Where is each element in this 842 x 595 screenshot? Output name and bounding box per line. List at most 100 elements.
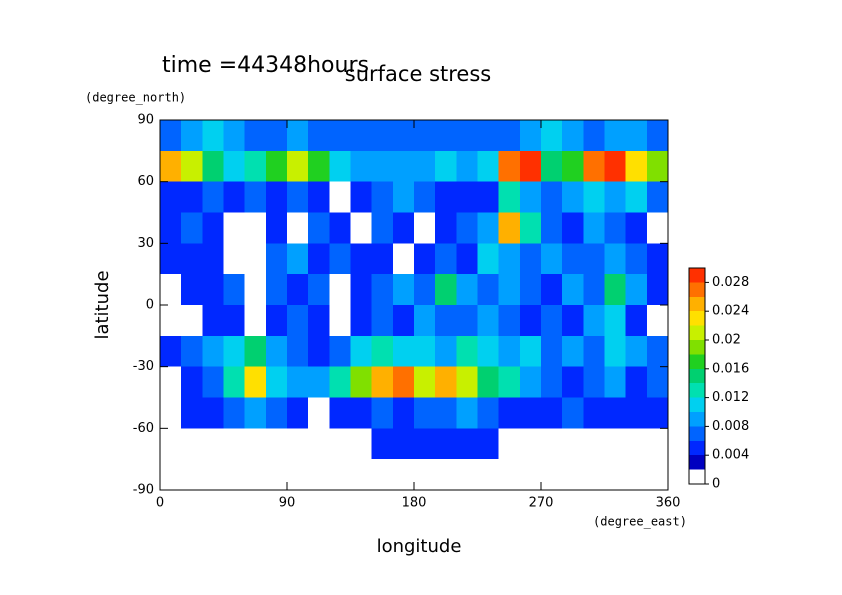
contour-cell xyxy=(646,366,668,399)
contour-cell xyxy=(392,212,415,244)
contour-cell xyxy=(604,335,627,368)
colorbar-tick-label: 0 xyxy=(712,477,720,492)
contour-cell xyxy=(329,428,352,460)
contour-cell xyxy=(583,459,606,490)
contour-cell xyxy=(181,305,203,337)
contour-cell xyxy=(160,150,182,183)
contour-cell xyxy=(202,459,225,490)
axes: 0 90 180 270 360 -90 -60 -30 0 30 60 90 0 0.004 0.008 0… xyxy=(133,113,749,511)
contour-cell xyxy=(287,305,309,337)
contour-cell xyxy=(244,459,267,490)
contour-cell xyxy=(414,120,436,152)
contour-cell xyxy=(414,212,436,244)
y-axis-label: latitude xyxy=(92,270,113,339)
contour-cell xyxy=(350,397,373,429)
contour-cell xyxy=(371,459,394,490)
contour-cell xyxy=(646,243,668,275)
contour-cell xyxy=(519,428,542,460)
colorbar-band xyxy=(689,368,705,384)
contour-cell xyxy=(414,366,436,399)
contour-cell xyxy=(160,335,182,368)
contour-cell xyxy=(181,335,203,368)
contour-cell xyxy=(160,274,182,306)
y-tick-label: 60 xyxy=(137,174,154,189)
contour-cell xyxy=(371,366,394,399)
contour-cell xyxy=(435,243,457,275)
contour-cell xyxy=(604,243,627,275)
colorbar-band xyxy=(689,469,705,484)
contour-cell xyxy=(435,120,457,152)
contour-cell xyxy=(308,274,330,306)
contour-cell xyxy=(519,274,542,306)
contour-cell xyxy=(244,366,267,399)
contour-cell xyxy=(329,366,352,399)
contour-cell xyxy=(350,335,373,368)
contour-cell xyxy=(646,212,668,244)
contour-cell xyxy=(625,459,648,490)
contour-cell xyxy=(583,305,606,337)
contour-cell xyxy=(414,305,436,337)
contour-cell xyxy=(392,428,415,460)
contour-cell xyxy=(435,274,457,306)
contour-cell xyxy=(456,274,479,306)
contour-cell xyxy=(477,459,500,490)
contour-cell xyxy=(435,428,457,460)
colorbar-band xyxy=(689,268,705,283)
contour-cell xyxy=(498,274,521,306)
contour-cell xyxy=(583,181,606,214)
contour-cell xyxy=(202,335,225,368)
contour-cell xyxy=(625,366,648,399)
contour-cell xyxy=(371,150,394,183)
contour-cell xyxy=(308,120,330,152)
contour-cell xyxy=(265,181,288,214)
contour-cell xyxy=(541,397,563,429)
contour-cell xyxy=(498,120,521,152)
colorbar-band xyxy=(689,311,705,326)
contour-cell xyxy=(392,181,415,214)
contour-cell xyxy=(583,428,606,460)
x-axis-label: longitude xyxy=(377,536,462,557)
contour-cell xyxy=(541,335,563,368)
contour-cell xyxy=(160,120,182,152)
contour-cell xyxy=(265,150,288,183)
contour-cell xyxy=(202,150,225,183)
contour-cell xyxy=(308,212,330,244)
contour-cell xyxy=(604,397,627,429)
contour-cell xyxy=(329,120,352,152)
contour-cell xyxy=(181,397,203,429)
contour-cell xyxy=(646,305,668,337)
contour-cell xyxy=(244,212,267,244)
contour-cell xyxy=(350,243,373,275)
x-tick-label: 0 xyxy=(156,496,164,511)
x-tick-label: 90 xyxy=(279,496,296,511)
contour-cell xyxy=(244,335,267,368)
contour-cell xyxy=(625,305,648,337)
contour-cell xyxy=(350,150,373,183)
contour-cell xyxy=(371,305,394,337)
contour-cell xyxy=(392,274,415,306)
contour-cell xyxy=(477,397,500,429)
contour-cell xyxy=(435,181,457,214)
contour-cell xyxy=(519,120,542,152)
contour-cell xyxy=(414,150,436,183)
contour-cell xyxy=(265,428,288,460)
contour-cell xyxy=(477,243,500,275)
contour-cell xyxy=(583,150,606,183)
contour-cell xyxy=(202,397,225,429)
contour-cell xyxy=(604,459,627,490)
contour-cell xyxy=(477,120,500,152)
contour-cell xyxy=(646,459,668,490)
colorbar-band xyxy=(689,383,705,398)
contour-cell xyxy=(414,274,436,306)
contour-cell xyxy=(456,212,479,244)
contour-cell xyxy=(265,274,288,306)
contour-cell xyxy=(583,274,606,306)
contour-cell xyxy=(414,397,436,429)
contour-cell xyxy=(625,120,648,152)
contour-cell xyxy=(287,243,309,275)
contour-cell xyxy=(329,150,352,183)
y-tick-label: 30 xyxy=(137,236,154,251)
contour-cell xyxy=(477,335,500,368)
contour-cell xyxy=(223,366,246,399)
y-tick-label: 90 xyxy=(137,113,154,128)
